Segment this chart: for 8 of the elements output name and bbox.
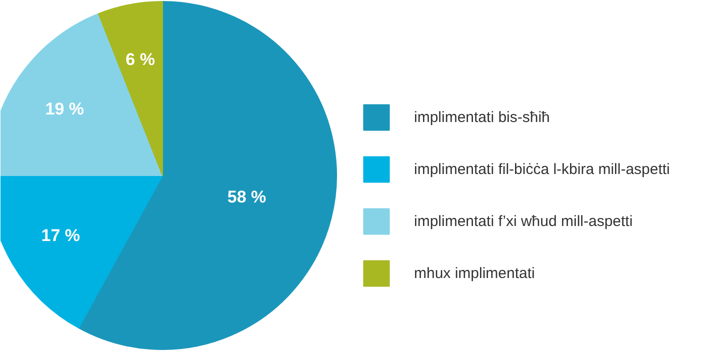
data-label: 58 % [227, 188, 266, 207]
data-label: 17 % [41, 226, 80, 246]
legend-label: implimentati fil-biċċa l-kbira mill-aspetti [414, 160, 670, 178]
legend-label: implimentati bis-sħiħ [414, 108, 550, 126]
data-label: 19 % [45, 99, 84, 118]
legend-label: mhux implimentati [414, 264, 535, 282]
data-label: 6 % [126, 50, 155, 69]
legend-label: implimentati f’xi wħud mill-aspetti [414, 212, 633, 230]
